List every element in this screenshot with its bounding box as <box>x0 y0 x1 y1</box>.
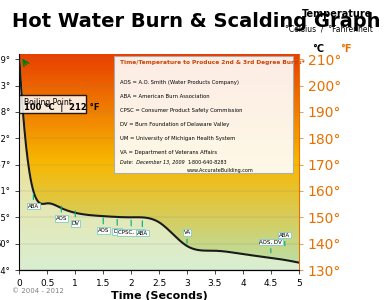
Text: Hot Water Burn & Scalding Graph: Hot Water Burn & Scalding Graph <box>12 12 380 31</box>
Text: VA: VA <box>184 230 191 243</box>
Text: DV = Burn Foundation of Delaware Valley: DV = Burn Foundation of Delaware Valley <box>120 122 229 127</box>
Text: DV: DV <box>113 219 121 234</box>
Text: UM = University of Michigan Health System: UM = University of Michigan Health Syste… <box>120 136 236 141</box>
Text: www.AccurateBuilding.com: www.AccurateBuilding.com <box>187 169 254 173</box>
Text: °F: °F <box>341 44 352 54</box>
Text: ABA: ABA <box>137 221 148 236</box>
FancyBboxPatch shape <box>114 56 293 173</box>
Text: © 2004 - 2012: © 2004 - 2012 <box>12 288 64 294</box>
Text: Temperature: Temperature <box>302 9 372 19</box>
Text: Boiling Point: Boiling Point <box>24 98 71 107</box>
Text: AOS, DV: AOS, DV <box>260 240 282 253</box>
X-axis label: Time (Seconds): Time (Seconds) <box>111 291 208 300</box>
Text: AOS = A.O. Smith (Water Products Company): AOS = A.O. Smith (Water Products Company… <box>120 80 239 85</box>
Text: AOS: AOS <box>55 206 67 221</box>
Text: °Celsius  /  °Fahrenheit: °Celsius / °Fahrenheit <box>285 24 372 33</box>
Text: CPSC, UM: CPSC, UM <box>118 220 144 235</box>
Text: CPSC = Consumer Product Safety Commission: CPSC = Consumer Product Safety Commissio… <box>120 108 242 113</box>
Text: AOS: AOS <box>97 218 109 233</box>
FancyBboxPatch shape <box>19 95 87 113</box>
Text: VA = Department of Veterans Affairs: VA = Department of Veterans Affairs <box>120 150 217 155</box>
Text: DV: DV <box>71 211 79 226</box>
Text: Time/Temperature to Produce 2nd & 3rd Degree Burns*: Time/Temperature to Produce 2nd & 3rd De… <box>120 61 305 65</box>
Text: 100 °C  |  212 °F: 100 °C | 212 °F <box>24 103 99 112</box>
Text: Date:  December 13, 2009: Date: December 13, 2009 <box>120 160 185 165</box>
Text: 1-800-640-8283: 1-800-640-8283 <box>187 160 227 165</box>
Text: ABA: ABA <box>279 232 290 246</box>
Text: °C: °C <box>312 44 324 54</box>
Text: ABA: ABA <box>28 194 39 208</box>
Text: ABA = American Burn Association: ABA = American Burn Association <box>120 94 210 99</box>
